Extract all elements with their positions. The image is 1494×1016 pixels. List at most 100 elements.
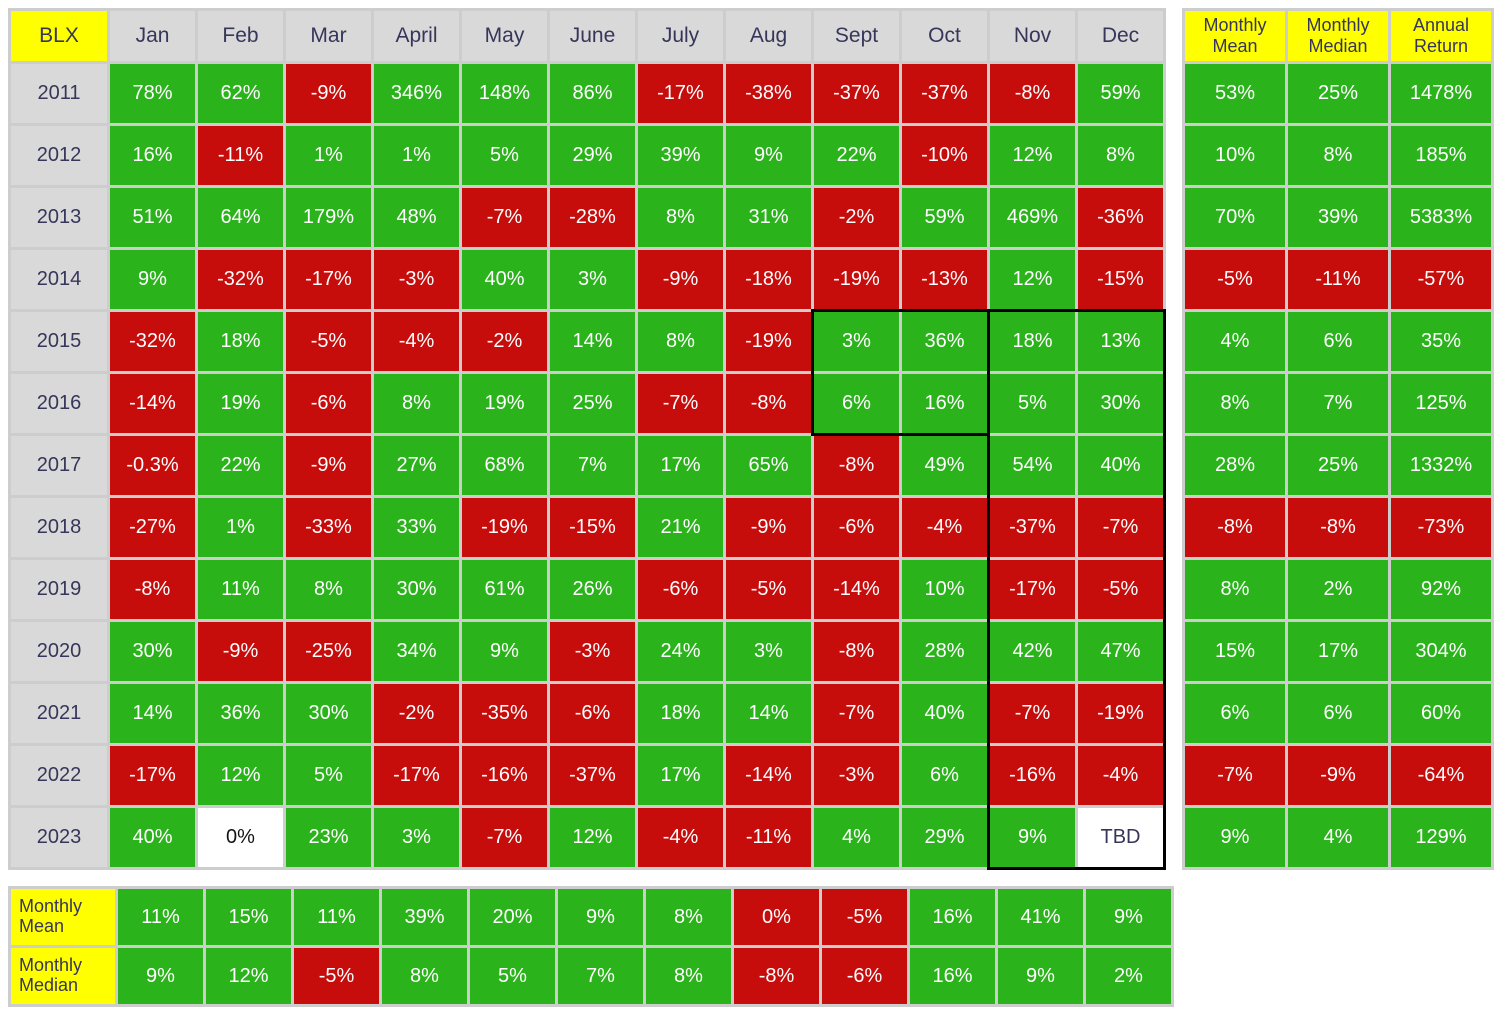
summary-cell-median: 6% [1288, 684, 1388, 743]
return-cell: -16% [990, 746, 1075, 805]
bottom-summary-cell: -5% [294, 948, 379, 1004]
summary-cell-annual: -64% [1391, 746, 1491, 805]
bottom-summary-cell: 8% [646, 889, 731, 945]
summary-cell-mean: 70% [1185, 188, 1285, 247]
table-row: 2020 30% -9% -25% 34% 9% -3% 24% 3% -8% 28% 42% 47% [11, 622, 1163, 681]
summary-cell-mean: 4% [1185, 312, 1285, 371]
return-cell: 1% [374, 126, 459, 185]
return-cell: 8% [638, 188, 723, 247]
return-cell: 29% [902, 808, 987, 867]
bottom-summary-cell: -5% [822, 889, 907, 945]
return-cell: 5% [990, 374, 1075, 433]
return-cell: 3% [814, 312, 899, 371]
return-cell: 9% [462, 622, 547, 681]
month-header-sept: Sept [814, 11, 899, 61]
bottom-summary-cell: 11% [118, 889, 203, 945]
month-header-april: April [374, 11, 459, 61]
return-cell: 61% [462, 560, 547, 619]
year-label: 2018 [11, 498, 107, 557]
return-cell: -9% [638, 250, 723, 309]
table-row: 2022 -17% 12% 5% -17% -16% -37% 17% -14% -3% 6% -16… [11, 746, 1163, 805]
return-cell: -9% [286, 436, 371, 495]
return-cell: -7% [462, 188, 547, 247]
return-cell: 11% [198, 560, 283, 619]
summary-cell-annual: 5383% [1391, 188, 1491, 247]
summary-row: 10% 8% 185% [1185, 126, 1491, 185]
return-cell: 59% [1078, 64, 1163, 123]
month-header-jan: Jan [110, 11, 195, 61]
return-cell: 36% [902, 312, 987, 371]
summary-cell-median: 25% [1288, 64, 1388, 123]
return-cell: 28% [902, 622, 987, 681]
return-cell: -37% [990, 498, 1075, 557]
return-cell: -19% [462, 498, 547, 557]
summary-cell-median: -8% [1288, 498, 1388, 557]
return-cell: 19% [198, 374, 283, 433]
return-cell: 9% [726, 126, 811, 185]
return-cell: 12% [550, 808, 635, 867]
return-cell: -9% [726, 498, 811, 557]
return-cell: -6% [638, 560, 723, 619]
return-cell: 62% [198, 64, 283, 123]
return-cell: -19% [1078, 684, 1163, 743]
summary-row: 15% 17% 304% [1185, 622, 1491, 681]
return-cell: -17% [990, 560, 1075, 619]
return-cell: -8% [726, 374, 811, 433]
top-section: BLX Jan Feb Mar April May June July Aug Sept Oct No… [8, 8, 1494, 870]
return-cell: -8% [814, 622, 899, 681]
return-cell: 16% [902, 374, 987, 433]
summary-cell-annual: 129% [1391, 808, 1491, 867]
return-cell: 8% [1078, 126, 1163, 185]
return-cell: -17% [286, 250, 371, 309]
summary-row: -7% -9% -64% [1185, 746, 1491, 805]
return-cell: -2% [462, 312, 547, 371]
return-cell: 29% [550, 126, 635, 185]
bottom-summary-cell: 16% [910, 889, 995, 945]
table-row: 2018 -27% 1% -33% 33% -19% -15% 21% -9% -6% -4% -37… [11, 498, 1163, 557]
year-label: 2020 [11, 622, 107, 681]
month-header-aug: Aug [726, 11, 811, 61]
return-cell: 12% [198, 746, 283, 805]
summary-cell-mean: 53% [1185, 64, 1285, 123]
return-cell: -6% [286, 374, 371, 433]
return-cell: -8% [990, 64, 1075, 123]
return-cell: 14% [550, 312, 635, 371]
bottom-summary-cell: 9% [118, 948, 203, 1004]
bottom-summary-cell: 8% [382, 948, 467, 1004]
bottom-row-label: Monthly Mean [11, 889, 115, 945]
month-header-nov: Nov [990, 11, 1075, 61]
table-row: 2017 -0.3% 22% -9% 27% 68% 7% 17% 65% -8% 49% 54% 40… [11, 436, 1163, 495]
summary-cell-median: 2% [1288, 560, 1388, 619]
summary-cell-mean: -7% [1185, 746, 1285, 805]
return-cell: 1% [286, 126, 371, 185]
return-cell: 23% [286, 808, 371, 867]
return-cell: -25% [286, 622, 371, 681]
summary-row: 53% 25% 1478% [1185, 64, 1491, 123]
return-cell: 19% [462, 374, 547, 433]
bottom-summary-cell: 0% [734, 889, 819, 945]
summary-cell-annual: 92% [1391, 560, 1491, 619]
return-cell: -38% [726, 64, 811, 123]
summary-cell-median: -11% [1288, 250, 1388, 309]
summary-cell-mean: 10% [1185, 126, 1285, 185]
monthly-returns-heatmap: BLX Jan Feb Mar April May June July Aug Sept Oct No… [8, 8, 1166, 870]
table-row: 2014 9% -32% -17% -3% 40% 3% -9% -18% -19% -13% 12%… [11, 250, 1163, 309]
summary-row: 4% 6% 35% [1185, 312, 1491, 371]
summary-header-1: Monthly Median [1288, 11, 1388, 61]
year-label: 2011 [11, 64, 107, 123]
return-cell: -16% [462, 746, 547, 805]
bottom-summary-cell: -8% [734, 948, 819, 1004]
return-cell: 64% [198, 188, 283, 247]
return-cell: -13% [902, 250, 987, 309]
return-cell: 65% [726, 436, 811, 495]
return-cell: -4% [374, 312, 459, 371]
table-row: 2016 -14% 19% -6% 8% 19% 25% -7% -8% 6% 16% 5% 30% [11, 374, 1163, 433]
month-header-feb: Feb [198, 11, 283, 61]
summary-cell-mean: -5% [1185, 250, 1285, 309]
return-cell: 5% [462, 126, 547, 185]
return-cell: -32% [198, 250, 283, 309]
summary-cell-annual: 1332% [1391, 436, 1491, 495]
bottom-summary-cell: 41% [998, 889, 1083, 945]
table-row: 2011 78% 62% -9% 346% 148% 86% -17% -38% -37% -37%… [11, 64, 1163, 123]
